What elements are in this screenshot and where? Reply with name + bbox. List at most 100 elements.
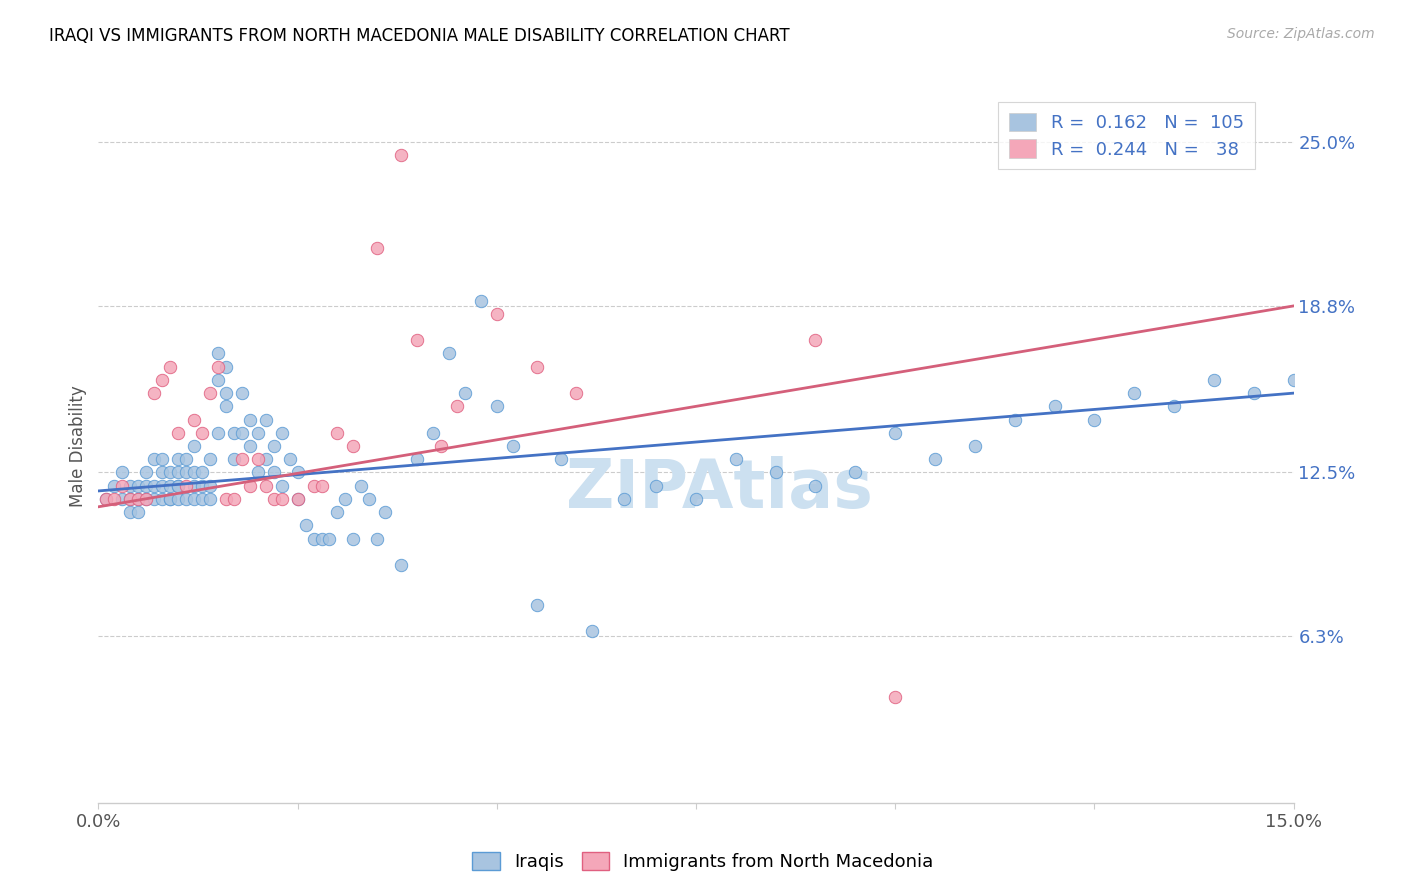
Point <box>127 491 149 506</box>
Point <box>485 307 508 321</box>
Point <box>550 452 572 467</box>
Legend: R =  0.162   N =  105, R =  0.244   N =   38: R = 0.162 N = 105, R = 0.244 N = 38 <box>998 102 1254 169</box>
Point <box>1163 400 1185 414</box>
Point <box>318 532 340 546</box>
Y-axis label: Male Disability: Male Disability <box>69 385 87 507</box>
Point <box>167 478 190 492</box>
Point <box>183 439 205 453</box>
Point <box>167 478 190 492</box>
Point <box>294 518 316 533</box>
Point <box>103 478 125 492</box>
Point <box>239 478 262 492</box>
Point <box>287 491 309 506</box>
Point <box>135 478 157 492</box>
Point <box>96 491 118 506</box>
Text: Source: ZipAtlas.com: Source: ZipAtlas.com <box>1227 27 1375 41</box>
Point <box>565 386 588 401</box>
Point <box>270 425 292 440</box>
Point <box>311 532 333 546</box>
Point <box>884 690 907 704</box>
Point <box>127 478 149 492</box>
Point <box>366 532 388 546</box>
Point <box>120 491 142 506</box>
Point <box>127 491 149 506</box>
Point <box>437 346 460 360</box>
Point <box>103 491 125 506</box>
Point <box>311 478 333 492</box>
Point <box>302 532 325 546</box>
Point <box>198 386 221 401</box>
Point <box>326 505 349 519</box>
Legend: Iraqis, Immigrants from North Macedonia: Iraqis, Immigrants from North Macedonia <box>465 845 941 879</box>
Point <box>143 478 166 492</box>
Point <box>335 491 357 506</box>
Point <box>183 466 205 480</box>
Point <box>263 466 285 480</box>
Point <box>183 478 205 492</box>
Point <box>135 491 157 506</box>
Point <box>207 425 229 440</box>
Point <box>191 466 214 480</box>
Point <box>150 491 173 506</box>
Point <box>430 439 453 453</box>
Point <box>207 373 229 387</box>
Point <box>526 598 548 612</box>
Point <box>406 333 429 347</box>
Point <box>406 452 429 467</box>
Point <box>359 491 381 506</box>
Point <box>231 425 253 440</box>
Text: ZIPAtlas: ZIPAtlas <box>567 456 873 522</box>
Point <box>198 478 221 492</box>
Point <box>191 491 214 506</box>
Point <box>1123 386 1146 401</box>
Point <box>135 466 157 480</box>
Point <box>222 491 245 506</box>
Point <box>1004 412 1026 426</box>
Point <box>270 491 292 506</box>
Point <box>198 452 221 467</box>
Point <box>326 425 349 440</box>
Point <box>159 466 181 480</box>
Point <box>924 452 946 467</box>
Point <box>1243 386 1265 401</box>
Point <box>150 478 173 492</box>
Point <box>150 373 173 387</box>
Point <box>1043 400 1066 414</box>
Point <box>278 452 301 467</box>
Point <box>120 505 142 519</box>
Point <box>135 491 157 506</box>
Point <box>231 452 253 467</box>
Point <box>526 359 548 374</box>
Point <box>804 478 827 492</box>
Point <box>159 359 181 374</box>
Point <box>804 333 827 347</box>
Point <box>239 439 262 453</box>
Point <box>207 346 229 360</box>
Point <box>191 478 214 492</box>
Point <box>111 491 134 506</box>
Point <box>150 466 173 480</box>
Point <box>1282 373 1305 387</box>
Point <box>191 425 214 440</box>
Point <box>350 478 373 492</box>
Point <box>270 478 292 492</box>
Point <box>613 491 636 506</box>
Point <box>454 386 477 401</box>
Point <box>389 558 412 572</box>
Point <box>167 466 190 480</box>
Point <box>231 386 253 401</box>
Point <box>302 478 325 492</box>
Point <box>159 478 181 492</box>
Point <box>724 452 747 467</box>
Point <box>246 425 269 440</box>
Point <box>844 466 866 480</box>
Point <box>342 532 364 546</box>
Point <box>174 452 197 467</box>
Point <box>174 466 197 480</box>
Point <box>342 439 364 453</box>
Point <box>120 491 142 506</box>
Point <box>143 452 166 467</box>
Point <box>366 241 388 255</box>
Point <box>96 491 118 506</box>
Point <box>222 425 245 440</box>
